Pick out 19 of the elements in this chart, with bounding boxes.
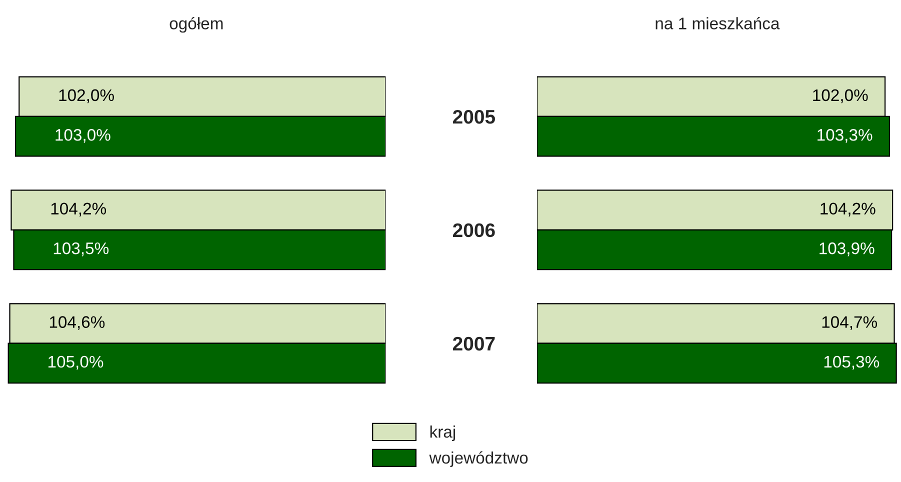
data-label: 103,5%	[54, 242, 109, 256]
y-tick-label: 2005	[452, 110, 496, 124]
legend-label: województwo	[429, 451, 528, 467]
data-label: 105,3%	[824, 356, 880, 370]
data-label: 104,6%	[50, 316, 105, 330]
data-label: 104,2%	[820, 202, 876, 217]
chart-title: ogółem	[170, 16, 223, 33]
y-tick-label: 2006	[452, 223, 495, 238]
legend-label: kraj	[430, 426, 456, 442]
data-label: 103,3%	[818, 129, 872, 143]
data-label: 102,0%	[59, 89, 114, 104]
data-label: 103,9%	[820, 242, 874, 256]
data-label: 105,0%	[48, 356, 104, 370]
data-label: 102,0%	[813, 89, 868, 104]
data-label: 104,7%	[822, 316, 878, 330]
y-tick-label: 2007	[452, 336, 495, 351]
chart-title: na 1 mieszkańca	[656, 16, 780, 30]
data-label: 103,0%	[56, 129, 110, 143]
data-label: 104,2%	[51, 202, 106, 217]
